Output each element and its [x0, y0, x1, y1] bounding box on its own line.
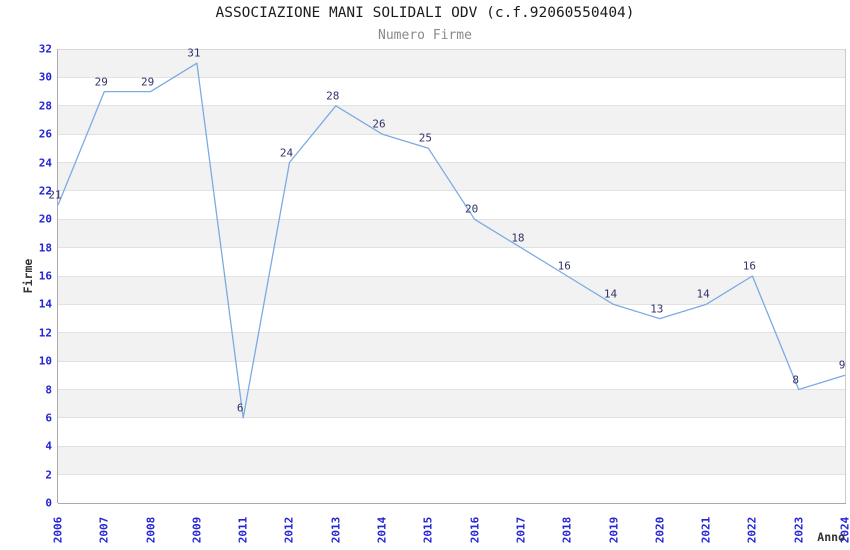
- data-point-label: 29: [140, 75, 155, 89]
- data-point-label: 16: [557, 259, 571, 273]
- grid-band: [58, 332, 845, 362]
- grid-band: [58, 49, 845, 78]
- data-point-label: 25: [418, 131, 432, 145]
- data-point-label: 8: [792, 373, 800, 386]
- data-point-label: 6: [236, 401, 244, 415]
- gridline: [58, 76, 846, 78]
- y-axis-line: [57, 49, 58, 503]
- data-point-label: 21: [48, 188, 62, 202]
- y-tick-label: 18: [38, 241, 52, 255]
- gridline: [58, 445, 846, 447]
- x-axis-title: Anno: [817, 530, 845, 544]
- gridline: [58, 162, 846, 163]
- y-tick-label: 10: [38, 354, 52, 368]
- y-tick-label: 20: [38, 212, 52, 226]
- gridline: [58, 218, 846, 220]
- gridline: [58, 247, 846, 249]
- data-point-label: 20: [465, 202, 479, 216]
- y-tick-label: 28: [38, 99, 52, 113]
- data-point-label: 26: [372, 117, 386, 131]
- gridline: [58, 275, 846, 277]
- y-tick-label: 32: [38, 42, 52, 56]
- data-point-label: 14: [696, 287, 710, 301]
- grid-band: [58, 162, 845, 191]
- y-tick-label: 26: [38, 127, 52, 141]
- x-axis-line: [58, 502, 846, 504]
- chart-subtitle: Numero Firme: [378, 28, 472, 43]
- gridline: [58, 417, 846, 419]
- y-tick-label: 24: [38, 156, 52, 169]
- data-point-label: 24: [279, 146, 294, 159]
- gridline: [58, 474, 846, 476]
- grid-band: [58, 105, 845, 135]
- gridline: [58, 190, 846, 192]
- y-tick-label: 16: [38, 269, 52, 283]
- gridline: [58, 303, 846, 305]
- y-tick-label: 22: [38, 184, 52, 198]
- chart-title: ASSOCIAZIONE MANI SOLIDALI ODV (c.f.9206…: [215, 5, 635, 21]
- data-point-label: 28: [326, 89, 340, 103]
- gridline: [58, 48, 846, 50]
- grid-band: [58, 389, 845, 418]
- data-point-label: 29: [94, 75, 108, 89]
- gridline: [58, 360, 846, 362]
- data-point-label: 9: [838, 358, 846, 372]
- plot-right-border: [845, 49, 846, 503]
- gridline: [58, 389, 846, 390]
- data-point-label: 31: [187, 46, 201, 60]
- y-tick-label: 14: [38, 297, 52, 311]
- y-tick-label: 12: [38, 326, 52, 340]
- gridline: [58, 133, 846, 135]
- data-point-label: 13: [650, 302, 664, 316]
- grid-band: [58, 219, 845, 248]
- data-point-label: 14: [603, 287, 618, 301]
- y-tick-label: 8: [45, 383, 52, 396]
- y-tick-label: 2: [45, 468, 52, 482]
- y-tick-label: 30: [38, 70, 52, 84]
- gridline: [58, 105, 846, 107]
- y-tick-label: 4: [45, 439, 52, 453]
- grid-band: [58, 446, 845, 475]
- data-point-label: 18: [511, 231, 525, 245]
- gridline: [58, 332, 846, 334]
- data-point-label: 16: [742, 259, 757, 273]
- y-tick-label: 6: [45, 411, 52, 425]
- y-tick-label: 0: [45, 496, 52, 510]
